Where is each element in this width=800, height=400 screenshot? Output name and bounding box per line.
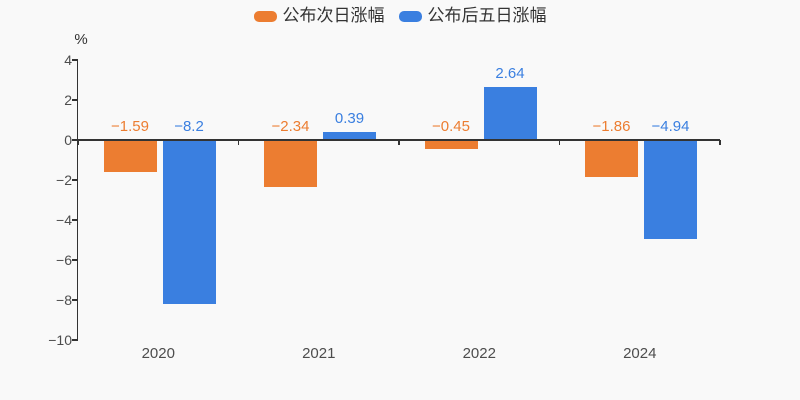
y-tick bbox=[72, 59, 78, 61]
bar-value-label: −1.86 bbox=[592, 118, 631, 135]
x-tick bbox=[558, 140, 561, 145]
x-tick bbox=[719, 140, 721, 145]
legend-item-label: 公布次日涨幅 bbox=[282, 6, 385, 25]
legend-marker bbox=[253, 10, 277, 22]
y-tick-label: 2 bbox=[64, 92, 72, 108]
bar bbox=[483, 87, 537, 140]
y-tick-label: −6 bbox=[56, 252, 72, 268]
y-tick bbox=[72, 179, 78, 181]
bar bbox=[424, 140, 478, 149]
legend-marker bbox=[398, 10, 422, 22]
bar-value-label: −2.34 bbox=[271, 118, 310, 135]
x-tick-label: 2020 bbox=[141, 345, 175, 362]
bar bbox=[323, 132, 376, 140]
legend-item-label: 公布后五日涨幅 bbox=[427, 6, 547, 25]
y-tick bbox=[72, 339, 78, 341]
x-axis-line bbox=[77, 139, 720, 141]
y-axis-line bbox=[77, 59, 79, 340]
legend: 公布次日涨幅 公布后五日涨幅 bbox=[0, 5, 800, 27]
bar bbox=[585, 140, 638, 178]
bar bbox=[162, 140, 216, 304]
x-tick-label: 2022 bbox=[462, 345, 496, 362]
legend-item-1[interactable]: 公布后五日涨幅 bbox=[398, 5, 547, 27]
legend-item-0[interactable]: 公布次日涨幅 bbox=[253, 5, 385, 27]
y-tick-label: 0 bbox=[64, 132, 72, 148]
bar-value-label: −4.94 bbox=[651, 118, 690, 135]
y-tick bbox=[72, 259, 78, 261]
y-tick-label: −2 bbox=[56, 172, 72, 188]
y-tick-label: −4 bbox=[56, 212, 72, 228]
bar-value-label: −8.2 bbox=[174, 118, 204, 135]
x-tick bbox=[237, 140, 240, 145]
y-tick-label: −10 bbox=[48, 332, 72, 348]
y-tick-label: 4 bbox=[64, 52, 72, 68]
x-tick bbox=[77, 140, 79, 145]
y-axis-unit-label: % bbox=[74, 31, 88, 48]
x-tick bbox=[398, 140, 400, 145]
bar bbox=[103, 140, 157, 172]
bar-value-label: −0.45 bbox=[432, 118, 470, 135]
bar bbox=[644, 140, 697, 239]
x-tick-label: 2021 bbox=[302, 345, 336, 362]
y-tick bbox=[72, 299, 78, 301]
bar-value-label: −1.59 bbox=[111, 118, 149, 135]
x-tick-label: 2024 bbox=[623, 345, 657, 362]
y-tick-label: −8 bbox=[56, 292, 72, 308]
bar-value-label: 0.39 bbox=[334, 110, 365, 128]
bar-value-label: 2.64 bbox=[495, 65, 525, 83]
y-tick bbox=[72, 139, 78, 141]
bar bbox=[264, 140, 317, 187]
y-tick bbox=[72, 99, 78, 101]
y-tick bbox=[72, 219, 78, 221]
